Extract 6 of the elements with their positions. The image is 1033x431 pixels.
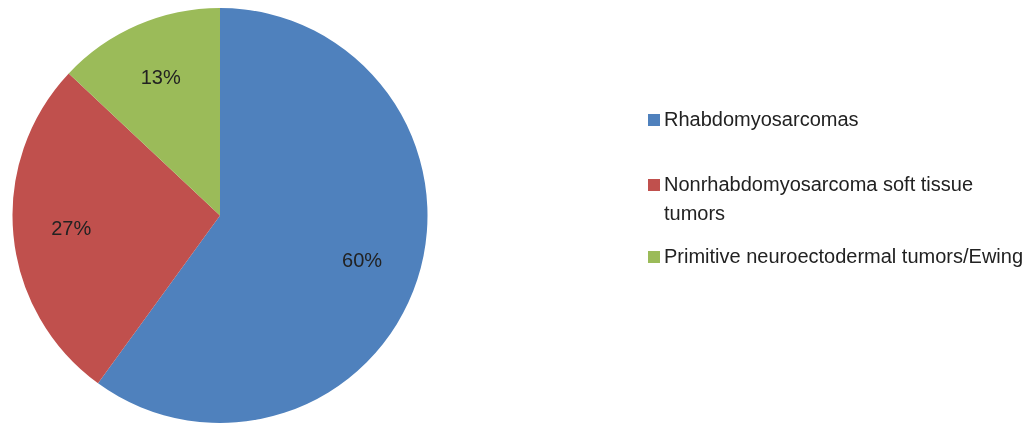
- data-label: 60%: [342, 249, 383, 272]
- legend-label: Rhabdomyosarcomas: [664, 107, 859, 132]
- data-label: 13%: [140, 65, 181, 88]
- legend-label: Nonrhabdomyosarcoma soft tissue tumors: [664, 172, 975, 226]
- legend-label: Primitive neuroectodermal tumors/Ewing: [664, 244, 1024, 269]
- data-label: 27%: [51, 217, 92, 240]
